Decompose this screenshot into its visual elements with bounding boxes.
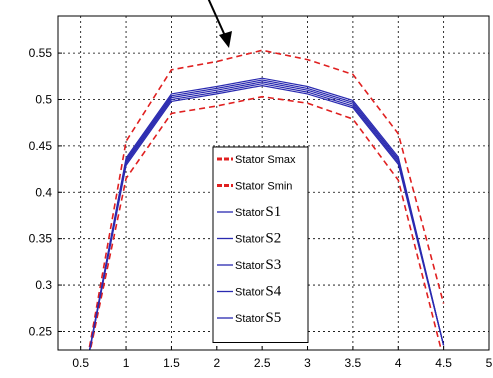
series-lines (88, 49, 445, 350)
legend-label-prefix: Stator (235, 287, 265, 299)
legend-label: StatorS5 (235, 310, 281, 326)
legend-label: StatorS1 (235, 204, 281, 220)
plot-frame (57, 15, 490, 351)
series-line-5 (89, 81, 445, 350)
legend-label-prefix: Stator (235, 207, 265, 219)
y-tick-label: 0.45 (29, 139, 53, 153)
x-tick-label: 4.5 (435, 356, 452, 370)
y-tick-label: 0.4 (35, 185, 52, 199)
series-line-4 (88, 79, 445, 350)
legend-label-prefix: Stator (235, 181, 265, 193)
x-axis-ticks: 0.5 1 1.5 2 2.5 3 3.5 4 4.5 5 (72, 346, 493, 370)
x-tick-label: 1 (123, 356, 130, 370)
legend-label-prefix: Stator (235, 313, 265, 325)
series-line-3 (88, 77, 445, 350)
legend-label-suffix: S4 (265, 284, 281, 300)
x-tick-label: 0.5 (72, 356, 89, 370)
x-tick-label: 4 (395, 356, 402, 370)
y-axis-ticks: 0.25 0.3 0.35 0.4 0.45 0.5 0.55 (29, 46, 62, 338)
legend-label-suffix: Smax (267, 154, 296, 166)
y-tick-label: 0.25 (29, 324, 53, 338)
legend-label-suffix: S3 (265, 257, 281, 273)
y-tick-label: 0.3 (35, 278, 52, 292)
legend-label-suffix: Smin (267, 181, 292, 193)
legend-label-prefix: Stator (235, 154, 265, 166)
x-tick-label: 2 (213, 356, 220, 370)
y-tick-label: 0.5 (35, 93, 52, 107)
legend-label-suffix: S5 (265, 310, 281, 326)
y-tick-label: 0.35 (29, 232, 53, 246)
legend-label: Stator Smin (235, 181, 292, 193)
series-line-6 (89, 83, 445, 350)
legend-box (212, 146, 309, 343)
legend-label-prefix: Stator (235, 234, 265, 246)
legend-label-suffix: S2 (265, 231, 281, 247)
legend-label: StatorS4 (235, 284, 282, 300)
y-tick-label: 0.55 (29, 46, 53, 60)
legend-label: Stator Smax (235, 154, 296, 166)
x-tick-label: 2.5 (254, 356, 271, 370)
annotation-arrow (207, 0, 232, 48)
x-tick-label: 3.5 (345, 356, 362, 370)
legend-label: StatorS3 (235, 257, 281, 273)
series-line-1 (88, 49, 445, 350)
x-tick-label: 1.5 (163, 356, 180, 370)
x-tick-label: 3 (304, 356, 311, 370)
series-line-2 (89, 95, 443, 350)
x-tick-label: 5 (486, 356, 493, 370)
series-line-7 (89, 84, 445, 350)
legend-label: StatorS2 (235, 231, 281, 247)
legend-label-prefix: Stator (235, 260, 265, 272)
legend-label-suffix: S1 (265, 204, 281, 220)
